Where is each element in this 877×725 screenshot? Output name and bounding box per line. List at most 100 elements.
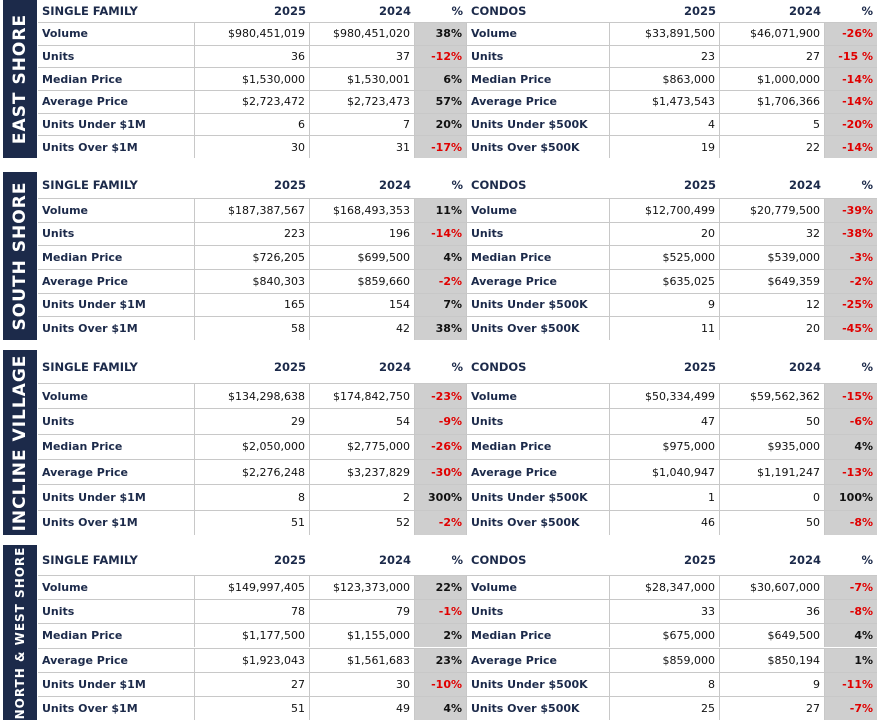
percent-change: -20% [825, 112, 877, 136]
value-cell: 165 [195, 292, 310, 317]
row-label: Units Over $500K [467, 509, 610, 535]
column-header: 2025 [273, 4, 306, 18]
value-cell: $975,000 [610, 433, 720, 459]
value-cell: $1,473,543 [610, 90, 720, 113]
value-cell: 78 [195, 599, 310, 624]
row-label: Units Under $1M [38, 671, 195, 696]
value-cell: 58 [195, 316, 310, 340]
percent-change: -2% [415, 509, 467, 535]
value-cell: $28,347,000 [610, 575, 720, 600]
value-cell: $149,997,405 [195, 575, 310, 600]
percent-change: 23% [415, 647, 467, 672]
row-label: Average Price [467, 647, 610, 672]
value-cell: $980,451,020 [310, 22, 415, 45]
column-header: 2024 [378, 553, 411, 567]
value-cell: $174,842,750 [310, 383, 415, 409]
value-cell: $1,000,000 [720, 67, 825, 90]
percent-change: -8% [825, 509, 877, 535]
column-header: SINGLE FAMILY [42, 4, 138, 18]
value-cell: 6 [195, 112, 310, 136]
column-header: 2024 [788, 553, 821, 567]
row-label: Median Price [467, 433, 610, 459]
value-cell: 27 [720, 44, 825, 68]
percent-change: -38% [825, 221, 877, 246]
value-cell: 25 [610, 695, 720, 720]
region-name: EAST SHORE [10, 13, 30, 145]
percent-change: -11% [825, 671, 877, 696]
row-label: Volume [467, 575, 610, 600]
percent-change: 4% [825, 433, 877, 459]
column-header: 2024 [788, 178, 821, 192]
row-label: Volume [38, 575, 195, 600]
value-cell: $1,706,366 [720, 90, 825, 113]
column-header: % [451, 553, 463, 567]
value-cell: $1,530,000 [195, 67, 310, 90]
value-cell: $539,000 [720, 245, 825, 269]
value-cell: $3,237,829 [310, 459, 415, 485]
value-cell: 51 [195, 695, 310, 720]
row-label: Units Over $500K [467, 135, 610, 158]
value-cell: 36 [720, 599, 825, 624]
row-label: Units [38, 221, 195, 246]
percent-change: -3% [825, 245, 877, 269]
value-cell: 50 [720, 509, 825, 535]
value-cell: $525,000 [610, 245, 720, 269]
row-label: Units [38, 599, 195, 624]
value-cell: $2,723,473 [310, 90, 415, 113]
value-cell: $935,000 [720, 433, 825, 459]
column-header: % [451, 4, 463, 18]
value-cell: $699,500 [310, 245, 415, 269]
row-label: Average Price [467, 269, 610, 293]
percent-change: 4% [415, 245, 467, 269]
column-header: % [451, 178, 463, 192]
percent-change: -2% [415, 269, 467, 293]
value-cell: $840,303 [195, 269, 310, 293]
value-cell: $2,276,248 [195, 459, 310, 485]
row-label: Units Under $500K [467, 292, 610, 317]
row-label: Average Price [467, 459, 610, 485]
row-label: Median Price [467, 67, 610, 90]
column-header: % [861, 359, 873, 374]
percent-change: -39% [825, 198, 877, 222]
column-header: CONDOS [471, 359, 527, 374]
row-label: Units Over $1M [38, 135, 195, 158]
row-label: Average Price [38, 269, 195, 293]
value-cell: $649,359 [720, 269, 825, 293]
value-cell: $50,334,499 [610, 383, 720, 409]
row-label: Units Under $500K [467, 112, 610, 136]
row-label: Median Price [38, 433, 195, 459]
region-bar: NORTH & WEST SHORE [3, 545, 37, 720]
row-label: Units Over $1M [38, 509, 195, 535]
percent-change: 2% [415, 623, 467, 648]
value-cell: 9 [610, 292, 720, 317]
row-label: Units Under $1M [38, 112, 195, 136]
value-cell: 8 [195, 484, 310, 510]
value-cell: 46 [610, 509, 720, 535]
value-cell: 37 [310, 44, 415, 68]
percent-change: 11% [415, 198, 467, 222]
percent-change: 4% [415, 695, 467, 720]
percent-change: -1% [415, 599, 467, 624]
percent-change: 57% [415, 90, 467, 113]
value-cell: 11 [610, 316, 720, 340]
percent-change: -2% [825, 269, 877, 293]
region-name: NORTH & WEST SHORE [13, 546, 27, 719]
column-header: SINGLE FAMILY [42, 178, 138, 192]
row-label: Units Over $1M [38, 695, 195, 720]
row-label: Median Price [467, 623, 610, 648]
percent-change: 38% [415, 22, 467, 45]
row-label: Volume [467, 22, 610, 45]
percent-change: 22% [415, 575, 467, 600]
percent-change: -45% [825, 316, 877, 340]
column-header: SINGLE FAMILY [42, 359, 138, 374]
region-bar: INCLINE VILLAGE [3, 350, 37, 535]
region-bar: SOUTH SHORE [3, 172, 37, 340]
value-cell: 22 [720, 135, 825, 158]
row-label: Units Under $1M [38, 292, 195, 317]
row-label: Average Price [38, 459, 195, 485]
percent-change: -10% [415, 671, 467, 696]
value-cell: 42 [310, 316, 415, 340]
value-cell: $649,500 [720, 623, 825, 648]
percent-change: 1% [825, 647, 877, 672]
column-header: CONDOS [471, 178, 527, 192]
